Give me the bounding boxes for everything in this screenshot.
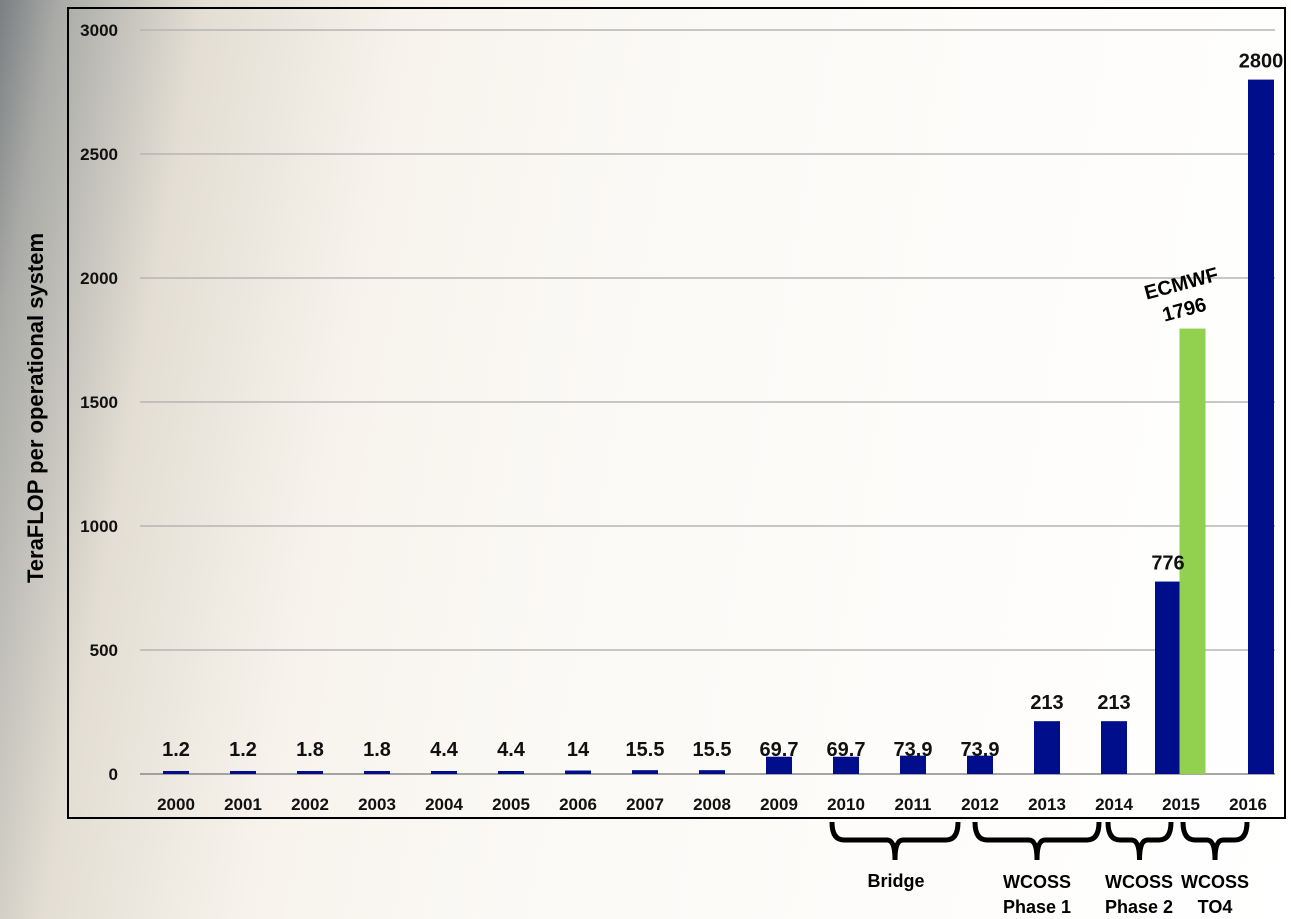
value-label-2002: 1.8 [296, 739, 324, 761]
bar-2008 [699, 770, 725, 774]
y-tick-label-0: 0 [109, 765, 118, 784]
bar-2006 [565, 770, 591, 774]
value-label-2012: 73.9 [961, 739, 1000, 761]
value-label-2003: 1.8 [363, 739, 391, 761]
value-label-2014: 213 [1097, 692, 1130, 714]
value-label-2007: 15.5 [626, 739, 665, 761]
gridlines [140, 29, 1275, 775]
y-axis-ticks: 0 500 1000 1500 2000 2500 3000 [80, 21, 118, 784]
x-tick-label-2007: 2007 [626, 795, 664, 814]
value-label-2016: 2800 [1239, 51, 1284, 73]
plot-frame [67, 7, 1286, 819]
bar-2003 [364, 771, 390, 774]
y-tick-label-1000: 1000 [80, 517, 118, 536]
x-tick-label-2003: 2003 [358, 795, 396, 814]
bar-2014 [1101, 721, 1127, 774]
x-tick-label-2012: 2012 [961, 795, 999, 814]
x-tick-label-2013: 2013 [1028, 795, 1066, 814]
group-bracket-3 [1180, 821, 1250, 861]
value-label-2015: 776 [1151, 553, 1184, 575]
bar-2009 [766, 756, 792, 774]
x-tick-label-2011: 2011 [895, 795, 932, 814]
x-axis-ticks: 2000 2001 2002 2003 2004 2005 2006 2007 2008 2009… [157, 795, 1267, 814]
bar-2015 [1155, 581, 1181, 774]
bar-2005 [498, 771, 524, 774]
y-tick-label-500: 500 [90, 641, 118, 660]
bar-ecmwf [1179, 328, 1206, 774]
group-label-0-0: Bridge [867, 871, 924, 891]
y-tick-label-1500: 1500 [80, 393, 118, 412]
value-label-2013: 213 [1030, 692, 1063, 714]
x-tick-label-2010: 2010 [827, 795, 865, 814]
y-tick-label-3000: 3000 [80, 21, 118, 40]
x-tick-label-2015: 2015 [1162, 795, 1200, 814]
bar-2002 [297, 771, 323, 774]
group-bracket-2 [1105, 821, 1174, 861]
ecmwf-annotation-name: ECMWF [1142, 264, 1221, 305]
group-label-1-0: WCOSS [1003, 872, 1071, 892]
x-tick-label-2000: 2000 [157, 795, 195, 814]
bar-2000 [163, 771, 189, 774]
value-label-2006: 14 [567, 739, 590, 761]
x-tick-label-2016: 2016 [1229, 795, 1267, 814]
value-label-2009: 69.7 [760, 739, 799, 761]
bar-2012 [967, 755, 993, 774]
x-tick-label-2001: 2001 [224, 795, 262, 814]
x-tick-label-2004: 2004 [425, 795, 463, 814]
x-tick-label-2005: 2005 [492, 795, 530, 814]
x-tick-label-2014: 2014 [1095, 795, 1133, 814]
value-label-2005: 4.4 [497, 739, 526, 761]
x-tick-label-2006: 2006 [559, 795, 597, 814]
value-label-2011: 73.9 [894, 739, 933, 761]
y-axis-title: TeraFLOP per operational system [23, 233, 48, 583]
group-label-1-1: Phase 1 [1003, 897, 1071, 917]
group-label-2-0: WCOSS [1105, 872, 1173, 892]
value-label-2008: 15.5 [693, 739, 732, 761]
bar-2010 [833, 756, 859, 774]
bar-2016 [1248, 79, 1274, 775]
group-bracket-0 [829, 821, 961, 861]
value-label-2000: 1.2 [162, 739, 190, 761]
value-label-2004: 4.4 [430, 739, 459, 761]
group-bracket-1 [972, 821, 1102, 861]
bars [163, 79, 1274, 775]
system-groups: Bridge WCOSS Phase 1 WCOSS Phase 2 WCOSS TO4 [829, 821, 1250, 917]
bar-2001 [230, 771, 256, 774]
bar-2007 [632, 770, 658, 774]
value-label-2001: 1.2 [229, 739, 257, 761]
ecmwf-annotation: ECMWF 1796 [1142, 264, 1221, 327]
group-label-3-1: TO4 [1198, 897, 1233, 917]
value-label-2010: 69.7 [827, 739, 866, 761]
group-label-2-1: Phase 2 [1105, 897, 1173, 917]
x-tick-label-2008: 2008 [693, 795, 731, 814]
bar-2004 [431, 771, 457, 774]
bar-2013 [1034, 721, 1060, 774]
x-tick-label-2002: 2002 [291, 795, 329, 814]
bar-2011 [900, 755, 926, 774]
value-labels: 1.2 1.2 1.8 1.8 4.4 4.4 14 15.5 15.5 69.7 69.7 73.9… [162, 51, 1283, 761]
x-tick-label-2009: 2009 [760, 795, 798, 814]
y-tick-label-2000: 2000 [80, 269, 118, 288]
group-label-3-0: WCOSS [1181, 872, 1249, 892]
y-tick-label-2500: 2500 [80, 145, 118, 164]
